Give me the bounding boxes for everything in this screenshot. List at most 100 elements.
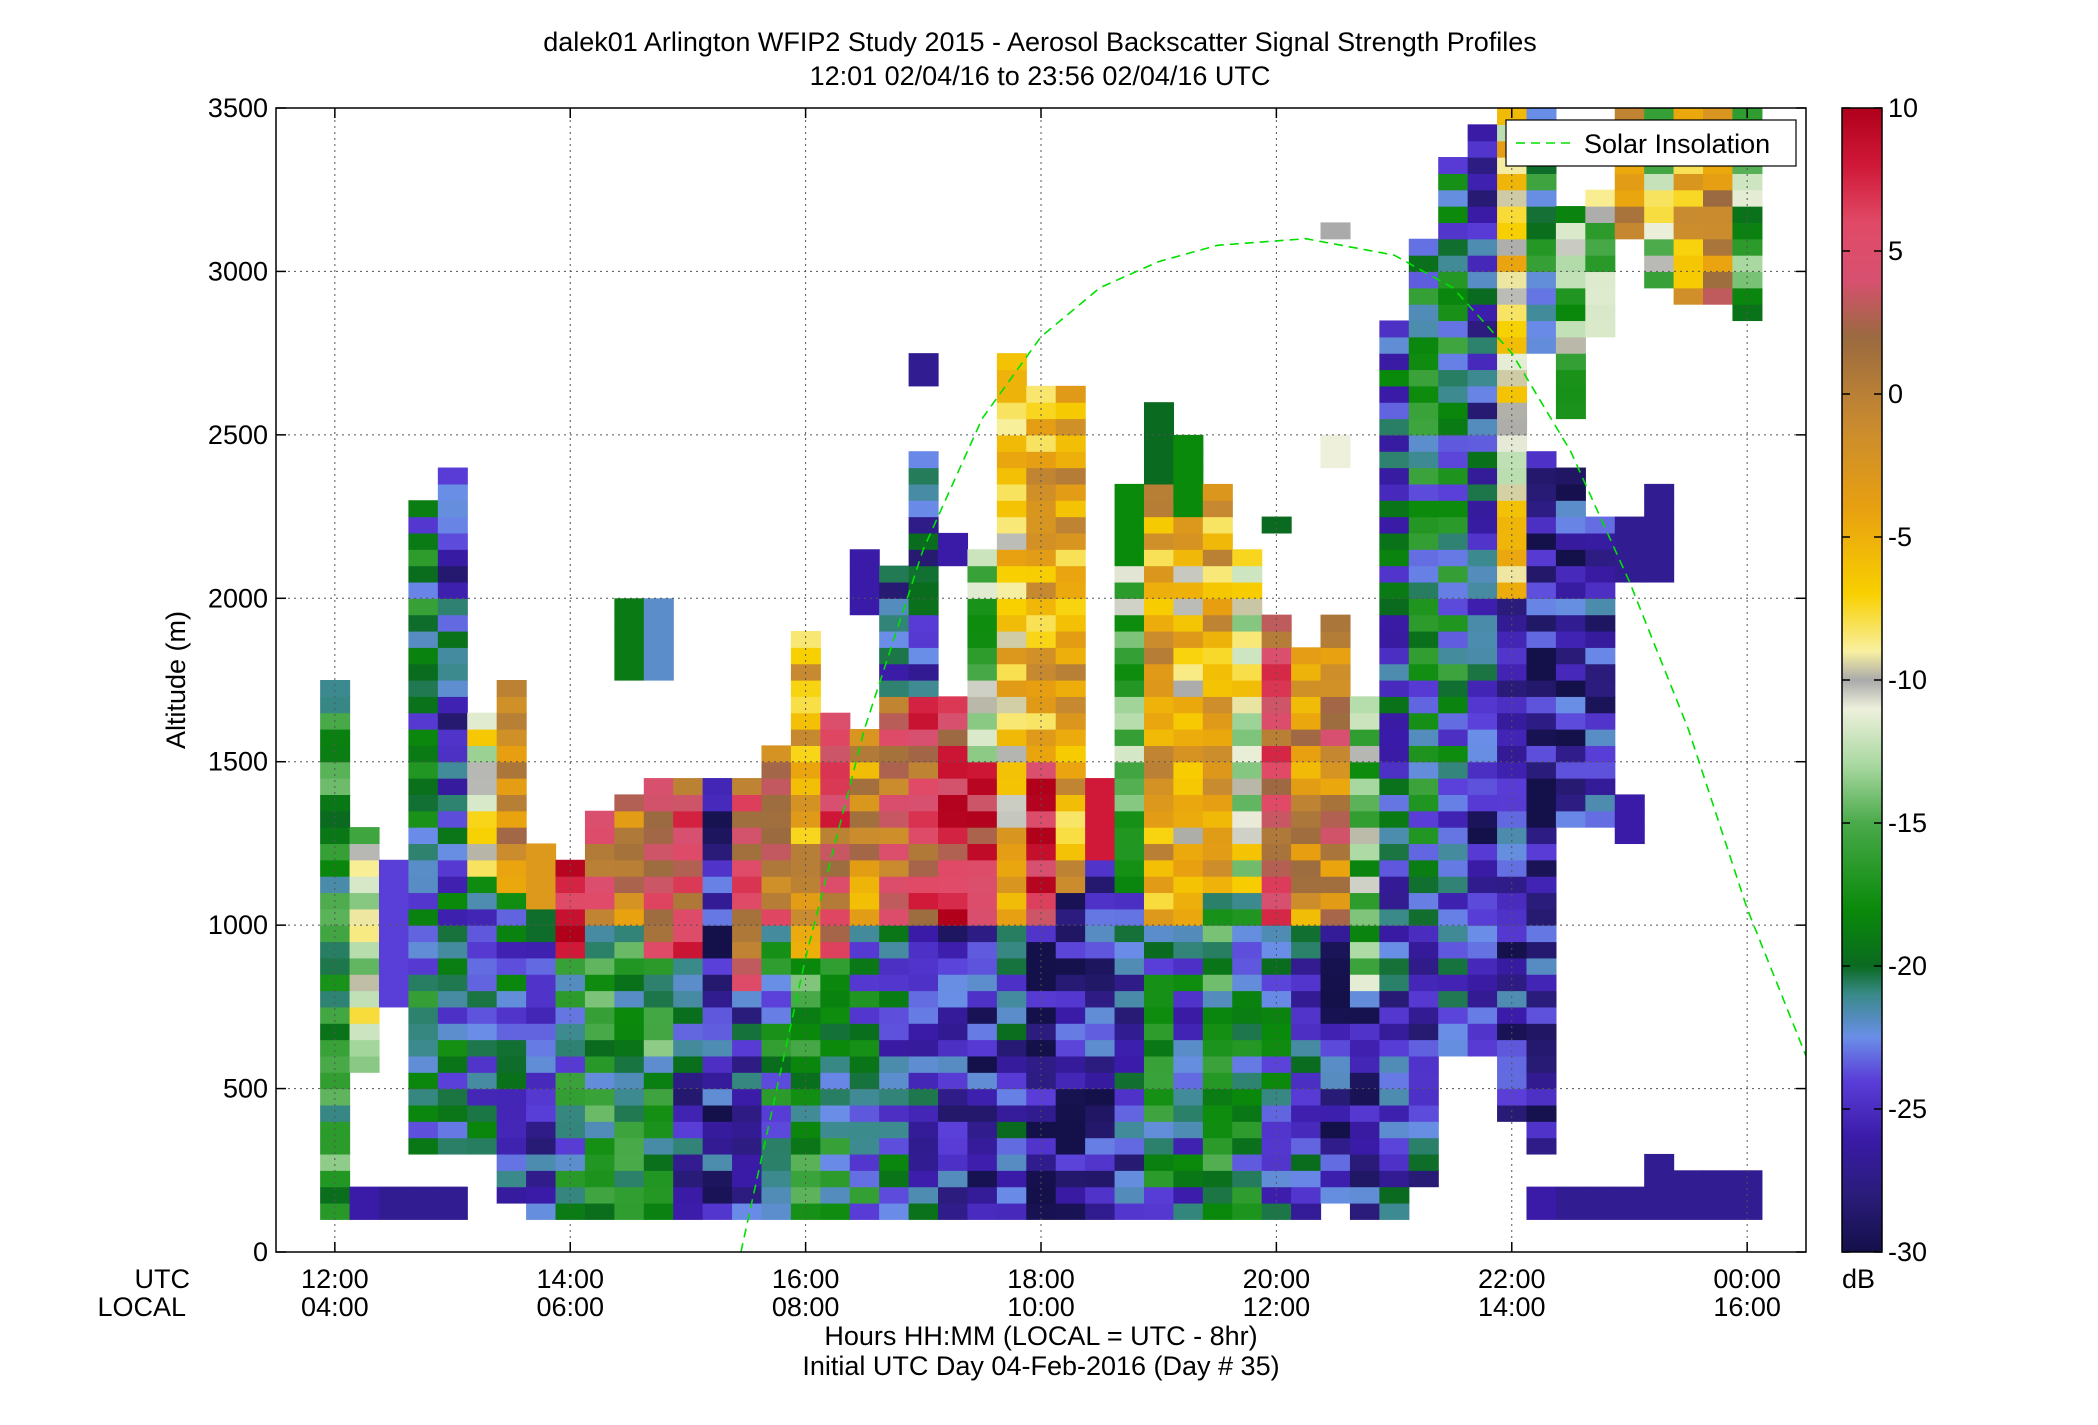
heatmap-cell (614, 1006, 645, 1024)
heatmap-cell (1497, 336, 1528, 354)
heatmap-cell (1467, 630, 1498, 648)
chart-subtitle: 12:01 02/04/16 to 23:56 02/04/16 UTC (810, 61, 1271, 91)
heatmap-cell (938, 1170, 969, 1188)
heatmap-cell (1320, 1039, 1351, 1057)
heatmap-cell (1026, 1104, 1057, 1122)
heatmap-cell (1143, 467, 1174, 485)
heatmap-cell (879, 859, 910, 877)
heatmap-cell (1467, 598, 1498, 616)
heatmap-cell (1467, 925, 1498, 943)
heatmap-cell (1320, 647, 1351, 665)
heatmap-cell (1526, 516, 1557, 534)
heatmap-cell (996, 1104, 1027, 1122)
heatmap-cell (849, 598, 880, 616)
heatmap-cell (467, 908, 498, 926)
heatmap-cell (820, 1170, 851, 1188)
heatmap-cell (673, 1121, 704, 1139)
heatmap-cell (1497, 369, 1528, 387)
heatmap-cell (879, 1104, 910, 1122)
heatmap-cell (1055, 516, 1086, 534)
heatmap-cell (1349, 778, 1380, 795)
x-tick-label-local: 06:00 (536, 1292, 604, 1322)
heatmap-cell (732, 827, 763, 845)
heatmap-cell (1114, 729, 1145, 746)
heatmap-cell (1261, 745, 1292, 763)
heatmap-cell (1143, 1137, 1174, 1155)
heatmap-cell (996, 1006, 1027, 1024)
heatmap-cell (1261, 843, 1292, 861)
heatmap-cell (1114, 941, 1145, 959)
heatmap-cell (1085, 859, 1116, 877)
heatmap-cell (1673, 222, 1704, 240)
colorbar-tick-label: 0 (1888, 379, 1903, 409)
heatmap-cell (437, 1088, 468, 1106)
heatmap-cell (879, 680, 910, 697)
heatmap-cell (584, 1023, 615, 1041)
heatmap-cell (408, 712, 439, 730)
heatmap-cell (1467, 418, 1498, 436)
heatmap-cell (1114, 1104, 1145, 1122)
heatmap-cell (1143, 778, 1174, 795)
heatmap-cell (1555, 402, 1586, 420)
heatmap-cell (1055, 1055, 1086, 1073)
heatmap-cell (996, 532, 1027, 550)
heatmap-cell (702, 810, 733, 828)
heatmap-cell (1438, 843, 1469, 861)
heatmap-cell (1026, 1023, 1057, 1041)
heatmap-cell (349, 941, 380, 959)
heatmap-cell (996, 1055, 1027, 1073)
heatmap-cell (1261, 1088, 1292, 1106)
heatmap-cell (1555, 320, 1586, 338)
heatmap-cell (1673, 173, 1704, 191)
heatmap-cell (849, 941, 880, 959)
heatmap-cell (1202, 483, 1233, 501)
heatmap-cell (1497, 1055, 1528, 1073)
heatmap-cell (1114, 581, 1145, 599)
heatmap-cell (1379, 467, 1410, 485)
heatmap-cell (702, 876, 733, 894)
heatmap-cell (1526, 876, 1557, 894)
heatmap-cell (1555, 271, 1586, 289)
heatmap-cell (1349, 957, 1380, 975)
heatmap-cell (1143, 402, 1174, 420)
heatmap-cell (1703, 238, 1734, 256)
heatmap-cell (1438, 549, 1469, 567)
heatmap-cell (555, 974, 586, 992)
heatmap-cell (790, 1023, 821, 1041)
heatmap-cell (879, 876, 910, 894)
heatmap-cell (1438, 320, 1469, 338)
heatmap-cell (467, 761, 498, 779)
heatmap-cell (614, 974, 645, 992)
heatmap-cell (849, 1104, 880, 1122)
heatmap-cell (584, 941, 615, 959)
heatmap-cell (761, 1202, 792, 1220)
heatmap-cell (1673, 206, 1704, 223)
heatmap-cell (320, 974, 351, 992)
heatmap-cell (1026, 990, 1057, 1008)
heatmap-cell (1114, 500, 1145, 518)
heatmap-cell (1143, 532, 1174, 550)
heatmap-cell (408, 500, 439, 518)
heatmap-cell (1085, 1088, 1116, 1106)
heatmap-cell (1526, 222, 1557, 240)
heatmap-cell (820, 957, 851, 975)
heatmap-cell (1379, 434, 1410, 452)
heatmap-cell (967, 1104, 998, 1122)
heatmap-cell (1555, 516, 1586, 534)
heatmap-cell (938, 827, 969, 845)
heatmap-cell (1055, 1170, 1086, 1188)
heatmap-cell (1497, 974, 1528, 992)
y-tick-label: 1500 (208, 747, 268, 777)
heatmap-cell (1055, 614, 1086, 632)
heatmap-cell (908, 353, 939, 371)
heatmap-cell (790, 974, 821, 992)
heatmap-cell (996, 843, 1027, 861)
heatmap-cell (1585, 516, 1616, 534)
heatmap-cell (996, 957, 1027, 975)
heatmap-cell (849, 1072, 880, 1090)
heatmap-cell (1526, 630, 1557, 648)
heatmap-cell (673, 957, 704, 975)
heatmap-cell (1467, 810, 1498, 828)
heatmap-cell (1497, 614, 1528, 632)
heatmap-cell (879, 1055, 910, 1073)
